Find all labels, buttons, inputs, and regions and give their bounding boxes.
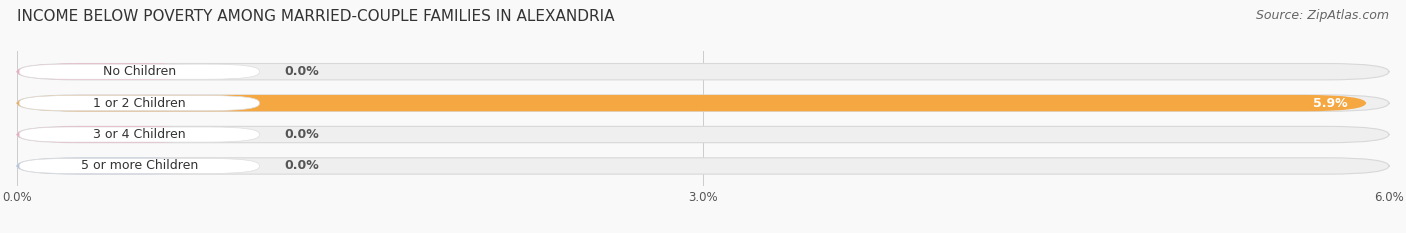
Text: 1 or 2 Children: 1 or 2 Children xyxy=(93,97,186,110)
FancyBboxPatch shape xyxy=(17,95,1367,111)
FancyBboxPatch shape xyxy=(17,126,1389,143)
Text: No Children: No Children xyxy=(103,65,176,78)
FancyBboxPatch shape xyxy=(17,158,1389,174)
Text: 0.0%: 0.0% xyxy=(284,128,319,141)
FancyBboxPatch shape xyxy=(20,158,259,174)
FancyBboxPatch shape xyxy=(17,64,1389,80)
Text: 5.9%: 5.9% xyxy=(1313,97,1348,110)
Text: 0.0%: 0.0% xyxy=(284,65,319,78)
Text: 3 or 4 Children: 3 or 4 Children xyxy=(93,128,186,141)
FancyBboxPatch shape xyxy=(20,96,259,111)
FancyBboxPatch shape xyxy=(20,64,259,79)
Text: INCOME BELOW POVERTY AMONG MARRIED-COUPLE FAMILIES IN ALEXANDRIA: INCOME BELOW POVERTY AMONG MARRIED-COUPL… xyxy=(17,9,614,24)
FancyBboxPatch shape xyxy=(20,127,259,142)
Text: 0.0%: 0.0% xyxy=(284,159,319,172)
Text: 5 or more Children: 5 or more Children xyxy=(80,159,198,172)
FancyBboxPatch shape xyxy=(17,126,209,143)
FancyBboxPatch shape xyxy=(17,158,209,174)
FancyBboxPatch shape xyxy=(17,95,1389,111)
FancyBboxPatch shape xyxy=(17,64,209,80)
Text: Source: ZipAtlas.com: Source: ZipAtlas.com xyxy=(1256,9,1389,22)
